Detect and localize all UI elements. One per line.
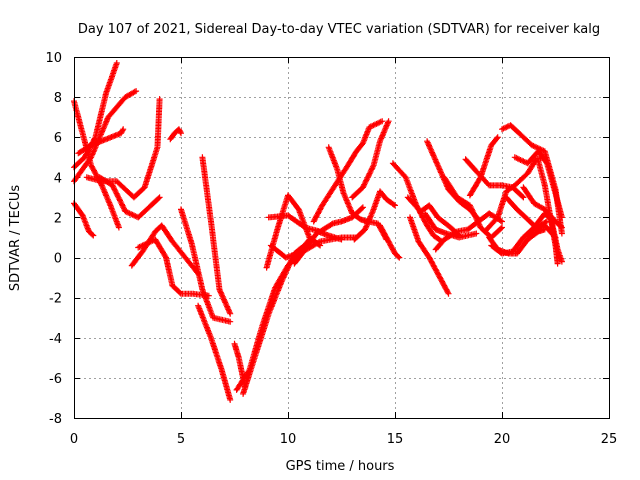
series-s21 [310,118,386,225]
series-markers [233,236,313,393]
series-s43 [535,158,561,267]
series-markers [466,134,501,199]
y-tick-label: 8 [54,91,62,106]
series-markers [377,222,403,261]
series-s10 [167,126,184,143]
series-markers [199,154,234,317]
series-s17 [263,192,324,271]
series-markers [481,154,548,235]
series-s15 [233,236,313,393]
series-markers [535,158,561,267]
series-s9 [135,236,212,299]
series-s25 [377,222,403,261]
x-tick-label: 15 [387,432,404,447]
series-markers [263,192,324,271]
series-markers [310,118,386,225]
series-markers [96,174,163,221]
x-axis-title: GPS time / hours [286,459,395,474]
y-tick-label: 0 [54,252,62,267]
y-tick-label: 2 [54,211,62,226]
y-tick-label: -4 [49,332,62,347]
series-s11 [178,206,234,325]
series-s35 [481,154,548,235]
x-tick-label: 5 [177,432,185,447]
y-tick-labels: -8 -6 -4 -2 0 2 4 6 8 10 [45,51,62,427]
series-markers [178,206,234,325]
series-s23 [349,118,392,201]
series-s5 [75,126,127,157]
x-tick-label: 0 [70,432,78,447]
series-markers [291,228,345,267]
series-markers [195,302,234,403]
series-markers [351,188,398,243]
series-markers [75,126,127,157]
series-markers [511,148,565,221]
series-markers [349,118,392,201]
series-s34 [466,134,501,199]
x-tick-label: 10 [280,432,297,447]
series-markers [441,174,505,241]
series-s32 [441,174,505,241]
series-markers [503,194,550,231]
y-tick-label: 6 [54,131,62,146]
series-markers [407,214,452,297]
series-markers [240,238,313,397]
plot-area [71,60,565,403]
series-s40 [511,148,565,221]
x-tick-label: 25 [601,432,618,447]
series-s16 [240,238,313,397]
series-s13 [199,154,234,317]
series-s39 [503,194,550,231]
plot-frame [74,57,610,419]
grid-lines [74,57,609,418]
y-tick-label: -2 [49,292,62,307]
series-markers [135,236,212,299]
series-s12 [195,302,234,403]
series-markers [167,126,184,143]
series-s24 [351,188,398,243]
series-s27 [407,214,452,297]
y-tick-label: -8 [49,412,62,427]
series-s7 [96,174,163,221]
x-tick-labels: 0 5 10 15 20 25 [70,432,617,447]
y-tick-label: 10 [45,51,62,66]
chart-title: Day 107 of 2021, Sidereal Day-to-day VTE… [78,22,600,37]
series-s20 [291,228,345,267]
y-tick-label: -6 [49,372,62,387]
y-tick-label: 4 [54,171,62,186]
y-axis-title: SDTVAR / TECUs [8,185,23,292]
x-tick-label: 20 [494,432,511,447]
